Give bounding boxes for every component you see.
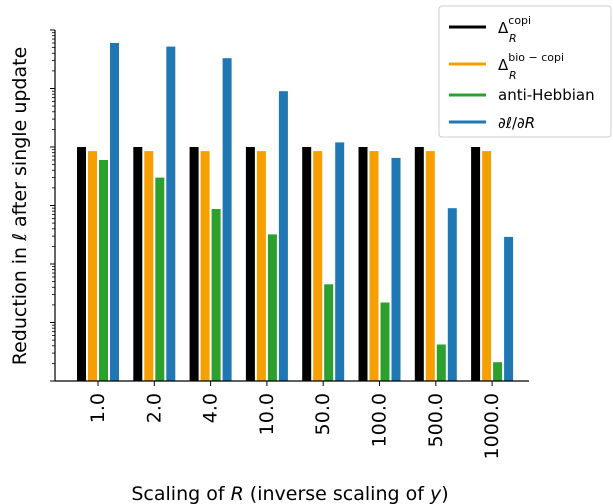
x-tick-labels: 1.0 2.0 4.0 10.0 50.0 100.0 500.0 1000.0 bbox=[87, 381, 503, 459]
bar bbox=[222, 58, 232, 381]
bar bbox=[324, 284, 334, 381]
bar bbox=[391, 157, 401, 381]
x-tick-label: 100.0 bbox=[369, 393, 391, 447]
bar bbox=[155, 177, 165, 381]
bar bbox=[200, 151, 210, 381]
legend-box bbox=[438, 5, 612, 138]
legend-label-anti-hebbian: anti-Hebbian bbox=[498, 86, 595, 104]
bar bbox=[245, 147, 255, 381]
bars-group bbox=[77, 43, 514, 381]
bar bbox=[110, 43, 119, 381]
bar bbox=[267, 234, 277, 381]
x-tick-label: 10.0 bbox=[256, 393, 278, 435]
y-ticks bbox=[50, 29, 55, 382]
bar bbox=[504, 236, 514, 381]
bar bbox=[425, 151, 435, 381]
x-tick-label: 2.0 bbox=[143, 393, 165, 423]
bar bbox=[88, 151, 97, 381]
bar bbox=[447, 208, 457, 381]
bar bbox=[144, 151, 154, 381]
bar bbox=[166, 46, 176, 381]
bar bbox=[358, 147, 368, 381]
bar bbox=[493, 362, 503, 381]
bar bbox=[211, 209, 221, 381]
legend-label-gradient: ∂ℓ/∂R bbox=[498, 114, 535, 132]
bar bbox=[256, 151, 266, 381]
x-tick-label: 50.0 bbox=[312, 393, 334, 435]
bar bbox=[369, 151, 379, 381]
bar bbox=[133, 147, 143, 381]
bar bbox=[380, 302, 390, 381]
bar bbox=[414, 147, 424, 381]
bar bbox=[189, 147, 199, 381]
bar bbox=[99, 160, 108, 381]
bar bbox=[77, 147, 86, 381]
bar bbox=[313, 151, 323, 381]
bar bbox=[335, 142, 345, 381]
bar bbox=[482, 151, 492, 381]
x-tick-label: 4.0 bbox=[200, 393, 222, 423]
bar bbox=[278, 91, 288, 381]
bar bbox=[302, 147, 312, 381]
x-axis-label: Scaling of R (inverse scaling of y) bbox=[131, 483, 448, 504]
x-tick-label: 500.0 bbox=[425, 393, 447, 447]
x-tick-label: 1000.0 bbox=[481, 393, 503, 459]
y-axis-label: Reduction in ℓ after single update bbox=[9, 47, 31, 366]
x-tick-label: 1.0 bbox=[87, 393, 109, 423]
bar bbox=[471, 147, 481, 381]
legend: Δcopi R Δbio − copi R anti-Hebbian ∂ℓ/∂R bbox=[438, 5, 612, 138]
bar bbox=[436, 344, 446, 381]
